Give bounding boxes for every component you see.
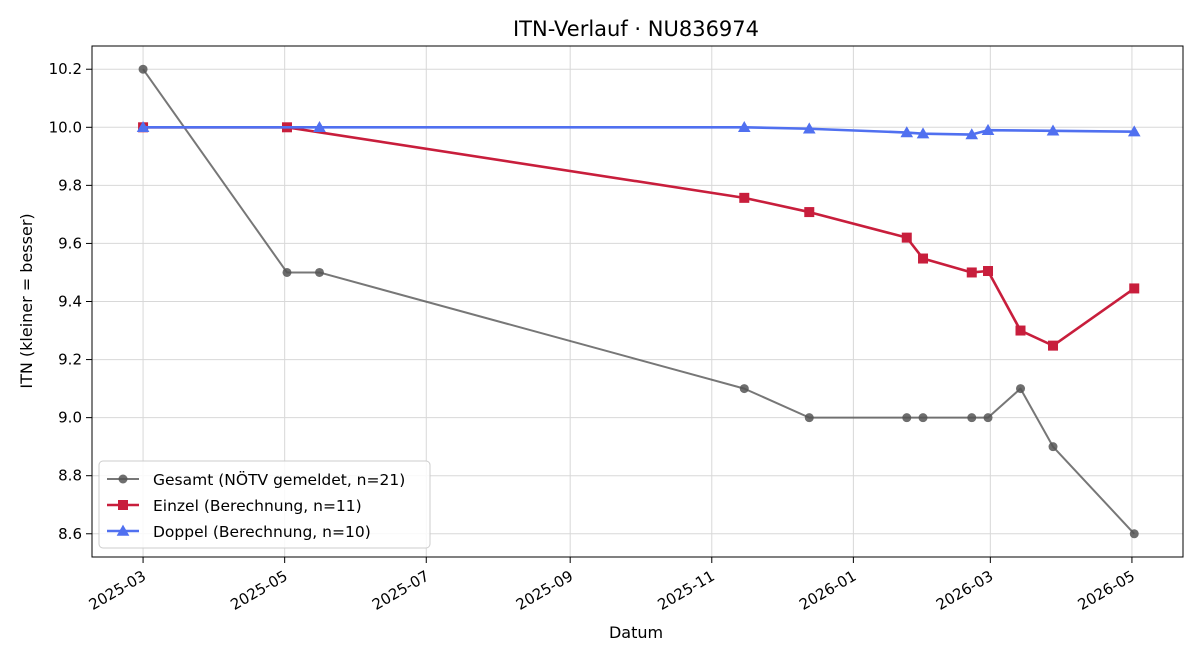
series-circle [138, 64, 1139, 539]
data-point [802, 122, 816, 134]
x-tick-label: 2025-09 [513, 567, 576, 614]
legend-marker [116, 524, 130, 536]
legend-label: Gesamt (NÖTV gemeldet, n=21) [153, 470, 405, 489]
y-tick-label: 10.0 [49, 118, 82, 136]
data-point [1016, 384, 1026, 394]
data-point [1015, 325, 1026, 336]
data-point [739, 192, 750, 203]
data-point [282, 267, 292, 277]
data-point [314, 267, 324, 277]
series-line [143, 125, 1136, 347]
y-axis-label: ITN (kleiner = besser) [17, 213, 36, 388]
series-line [143, 125, 1135, 136]
data-point [804, 207, 815, 218]
data-point [1127, 125, 1141, 137]
data-point [900, 126, 914, 138]
y-tick-label: 9.8 [58, 176, 82, 194]
y-tick-label: 10.2 [49, 60, 82, 78]
legend-box [98, 460, 431, 549]
data-point [967, 413, 977, 423]
data-point [136, 120, 150, 133]
x-tick-label: 2026-05 [1075, 567, 1138, 614]
legend-entry: Doppel (Berechnung, n=10) [107, 523, 371, 541]
series-line [142, 68, 1135, 535]
series-layer [136, 64, 1141, 539]
data-point [1129, 283, 1140, 294]
legend-entry: Gesamt (NÖTV gemeldet, n=21) [107, 470, 405, 489]
y-tick-label: 9.0 [58, 409, 82, 427]
data-point [1048, 340, 1059, 351]
data-point [138, 64, 148, 74]
data-point [981, 123, 995, 135]
y-tick-label: 8.8 [58, 467, 82, 485]
data-point [804, 413, 814, 423]
x-tick-label: 2025-05 [227, 567, 290, 614]
x-tick-label: 2025-07 [369, 567, 432, 614]
data-point [965, 128, 979, 140]
x-tick-label: 2026-03 [933, 567, 996, 614]
data-point [737, 120, 751, 133]
x-tick-label: 2025-11 [654, 567, 717, 614]
chart-title: ITN-Verlauf · NU836974 [513, 17, 759, 41]
series-square [138, 122, 1140, 351]
data-point [966, 267, 977, 278]
legend: Gesamt (NÖTV gemeldet, n=21) Einzel (Bere… [98, 460, 431, 549]
y-axis: 8.6 8.8 9.0 9.2 9.4 9.6 9.8 10.0 10.2 [49, 60, 92, 543]
y-tick-label: 9.6 [58, 234, 82, 252]
data-point [918, 253, 929, 264]
data-point [739, 384, 749, 394]
x-tick-label: 2026-01 [796, 567, 859, 614]
legend-label: Einzel (Berechnung, n=11) [153, 497, 362, 515]
series-triangle [136, 120, 1141, 140]
legend-marker [118, 500, 128, 510]
legend-label: Doppel (Berechnung, n=10) [153, 523, 371, 541]
x-axis-label: Datum [609, 623, 663, 642]
data-point [1048, 442, 1058, 452]
data-point [313, 120, 326, 133]
y-tick-label: 9.4 [58, 293, 82, 311]
data-point [983, 266, 994, 277]
data-point [902, 413, 912, 423]
legend-entry: Einzel (Berechnung, n=11) [107, 497, 362, 515]
data-point [901, 232, 912, 243]
x-axis: 2025-03 2025-05 2025-07 2025-09 2025-11 2026-… [86, 557, 1138, 614]
data-point [1046, 124, 1060, 136]
x-tick-label: 2025-03 [86, 567, 149, 614]
y-tick-label: 8.6 [58, 525, 82, 543]
data-point [983, 413, 993, 423]
data-point [918, 413, 928, 423]
data-point [1129, 529, 1139, 539]
y-tick-label: 9.2 [58, 351, 82, 369]
data-point [916, 127, 930, 139]
legend-marker [118, 474, 128, 484]
